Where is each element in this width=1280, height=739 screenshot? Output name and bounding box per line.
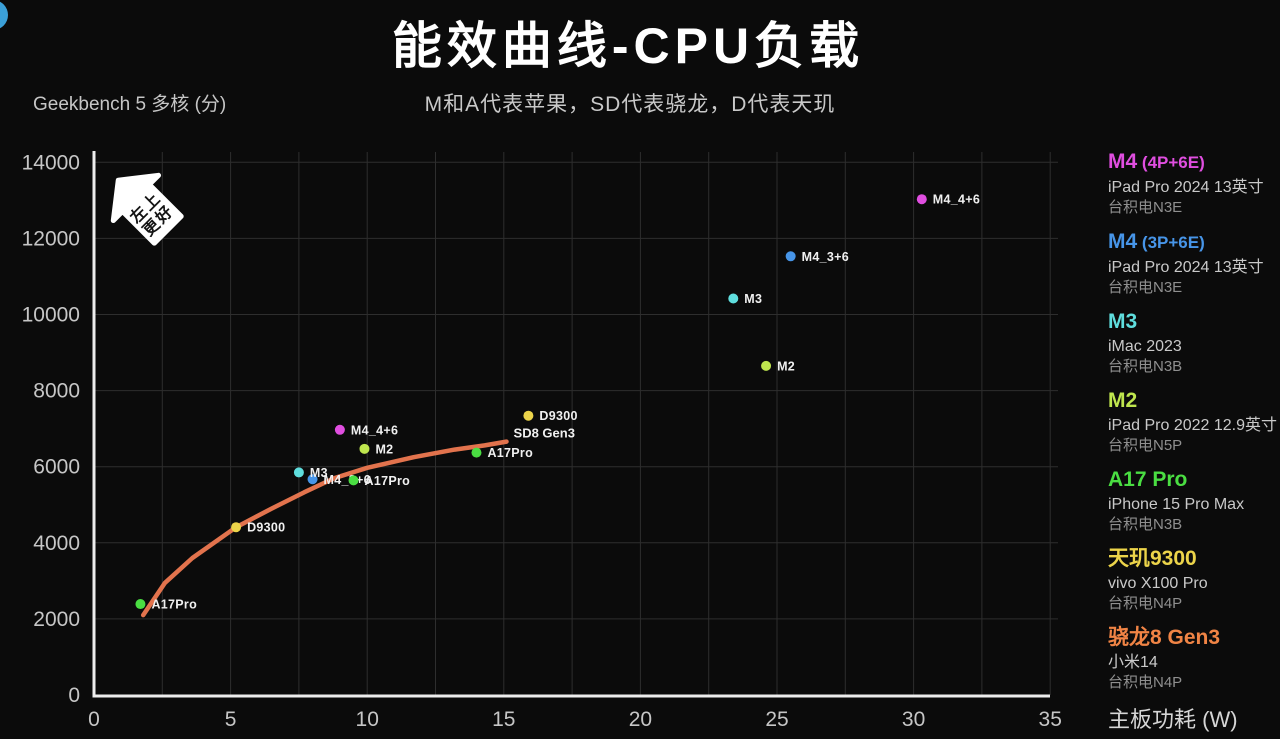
data-point-A17Pro xyxy=(348,475,359,486)
point-label: D9300 xyxy=(539,409,577,423)
legend-item: M4 (4P+6E) iPad Pro 2024 13英寸 台积电N3E xyxy=(1108,150,1280,218)
arrow-up-left-icon xyxy=(110,172,184,246)
data-point-A17Pro xyxy=(471,447,482,458)
x-tick-label: 20 xyxy=(629,708,652,731)
x-tick-label: 35 xyxy=(1039,708,1062,731)
x-tick-label: 10 xyxy=(356,708,379,731)
data-point-M2 xyxy=(761,360,772,371)
legend-device: iPad Pro 2024 13英寸 xyxy=(1108,259,1264,276)
legend-item: 天玑9300 vivo X100 Pro 台积电N4P xyxy=(1108,547,1280,614)
legend: M4 (4P+6E) iPad Pro 2024 13英寸 台积电N3E M4 (3P… xyxy=(1108,150,1280,705)
data-point-M4_4+6 xyxy=(334,424,345,435)
point-label: M4_4+6 xyxy=(351,423,398,437)
legend-device: iPad Pro 2024 13英寸 xyxy=(1108,179,1264,196)
legend-process: 台积电N3B xyxy=(1108,516,1183,533)
point-label: M4_4+6 xyxy=(933,193,980,207)
point-label: M3 xyxy=(744,292,762,306)
data-point-M2 xyxy=(359,443,370,454)
legend-device: iPhone 15 Pro Max xyxy=(1108,496,1245,513)
y-tick-label: 0 xyxy=(68,684,80,707)
data-point-M4_3+6 xyxy=(785,251,796,262)
x-tick-label: 15 xyxy=(492,708,515,731)
point-label: A17Pro xyxy=(365,474,411,488)
legend-chip-name: M4 (3P+6E) xyxy=(1108,230,1205,253)
x-tick-label: 30 xyxy=(902,708,925,731)
legend-item: A17 Pro iPhone 15 Pro Max 台积电N3B xyxy=(1108,468,1280,535)
legend-chip-name: M3 xyxy=(1108,310,1138,333)
sd8gen3-curve-group: SD8 Gen3 xyxy=(140,426,575,618)
point-label: M4_3+6 xyxy=(324,473,371,487)
legend-device: iPad Pro 2022 12.9英寸 xyxy=(1108,417,1277,434)
legend-process: 台积电N3E xyxy=(1108,199,1183,216)
sd8gen3-curve xyxy=(140,439,509,618)
y-tick-label: 6000 xyxy=(33,456,80,479)
legend-chip-name: 骁龙8 Gen3 xyxy=(1108,626,1221,649)
better-direction-badge: 左上 更好 xyxy=(110,172,184,246)
data-point-M4_3+6 xyxy=(307,474,318,485)
tick-labels: 0 5 10 15 20 25 30 35 0 2000 4000 6000 8000 10000 1200… xyxy=(22,151,1062,731)
y-tick-label: 14000 xyxy=(22,151,80,174)
data-points: M4_4+6M4_4+6M4_3+6M4_3+6M3M3M2M2A17ProA1… xyxy=(135,193,980,612)
data-point-D9300 xyxy=(231,522,242,533)
point-label: M4_3+6 xyxy=(802,250,849,264)
page-title: 能效曲线-CPU负载 xyxy=(391,18,865,74)
x-axis-title: 主板功耗 (W) xyxy=(1108,707,1238,732)
y-axis-title: Geekbench 5 多核 (分) xyxy=(33,94,227,115)
y-tick-label: 12000 xyxy=(22,227,80,250)
corner-logo xyxy=(0,0,8,30)
legend-process: 台积电N5P xyxy=(1108,437,1183,454)
point-label: A17Pro xyxy=(487,446,533,460)
data-point-D9300 xyxy=(523,410,534,421)
x-tick-label: 25 xyxy=(765,708,788,731)
data-point-M4_4+6 xyxy=(916,194,927,205)
y-tick-label: 10000 xyxy=(22,304,80,327)
axes xyxy=(92,151,1050,698)
x-tick-label: 5 xyxy=(225,708,237,731)
page-subtitle: M和A代表苹果，SD代表骁龙，D代表天玑 xyxy=(424,93,836,116)
legend-process: 台积电N3B xyxy=(1108,358,1183,375)
y-tick-label: 8000 xyxy=(33,380,80,403)
legend-chip-name: M4 (4P+6E) xyxy=(1108,150,1205,173)
curve-label: SD8 Gen3 xyxy=(514,426,575,441)
legend-item: M4 (3P+6E) iPad Pro 2024 13英寸 台积电N3E xyxy=(1108,230,1280,298)
grid xyxy=(94,152,1058,695)
point-label: M3 xyxy=(310,466,328,480)
legend-item: M2 iPad Pro 2022 12.9英寸 台积电N5P xyxy=(1108,389,1280,456)
point-label: M2 xyxy=(777,359,795,373)
y-tick-label: 2000 xyxy=(33,608,80,631)
data-point-M3 xyxy=(293,467,304,478)
data-point-A17Pro xyxy=(135,599,146,610)
legend-chip-name: A17 Pro xyxy=(1108,468,1188,491)
legend-item: M3 iMac 2023 台积电N3B xyxy=(1108,310,1280,377)
legend-device: iMac 2023 xyxy=(1108,338,1182,355)
legend-chip-config: (3P+6E) xyxy=(1137,233,1205,252)
legend-chip-name: M2 xyxy=(1108,389,1138,412)
point-label: A17Pro xyxy=(151,598,197,612)
legend-process: 台积电N4P xyxy=(1108,595,1183,612)
point-label: D9300 xyxy=(247,521,285,535)
legend-chip-config: (4P+6E) xyxy=(1137,153,1205,172)
legend-item: 骁龙8 Gen3 小米14 台积电N4P xyxy=(1108,626,1280,693)
point-label: M2 xyxy=(375,442,393,456)
data-point-M3 xyxy=(728,293,739,304)
legend-device: vivo X100 Pro xyxy=(1108,575,1208,592)
legend-process: 台积电N3E xyxy=(1108,279,1183,296)
x-tick-label: 0 xyxy=(88,708,100,731)
legend-chip-name: 天玑9300 xyxy=(1108,547,1197,570)
legend-process: 台积电N4P xyxy=(1108,674,1183,691)
legend-device: 小米14 xyxy=(1108,654,1158,671)
y-tick-label: 4000 xyxy=(33,532,80,555)
